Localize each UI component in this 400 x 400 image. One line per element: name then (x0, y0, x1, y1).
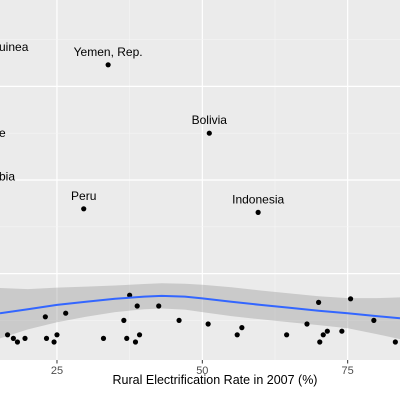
data-point (134, 303, 140, 309)
data-point (121, 317, 127, 323)
data-point (136, 332, 143, 338)
data-point (132, 339, 139, 345)
point-label-clipped: bia (0, 169, 15, 183)
data-point (320, 332, 326, 338)
smooth-line (0, 294, 400, 320)
data-point (100, 335, 107, 341)
data-point (339, 328, 345, 334)
data-point (51, 339, 57, 345)
point-label-clipped: uinea (0, 40, 29, 54)
point-label: Indonesia (232, 192, 284, 206)
data-point (54, 332, 60, 338)
point-label: Peru (71, 189, 96, 203)
data-point (176, 317, 182, 323)
labeled-data-point (81, 206, 87, 212)
point-label: Yemen, Rep. (74, 45, 143, 59)
confidence-band (0, 283, 400, 340)
data-point (239, 325, 245, 331)
data-point (304, 321, 310, 327)
point-label-clipped: e (0, 126, 6, 140)
data-point (347, 296, 354, 302)
data-point (63, 310, 69, 316)
data-point (156, 303, 162, 309)
data-point (42, 314, 48, 320)
labeled-data-point (105, 62, 111, 68)
data-point (10, 335, 16, 341)
data-point (14, 339, 21, 345)
smooth-trend-line (0, 294, 400, 320)
labeled-data-point (255, 209, 261, 215)
data-point (127, 292, 133, 298)
data-point (43, 335, 50, 341)
point-label: Bolivia (192, 113, 228, 127)
data-point (4, 332, 11, 338)
data-point (124, 335, 130, 341)
labeled-data-point (206, 130, 212, 136)
data-point (392, 339, 398, 345)
point-labels: Yemen, Rep. Bolivia Peru Indonesia uinea e bia (0, 40, 284, 207)
data-point (317, 339, 323, 345)
data-point (284, 332, 290, 338)
data-point (205, 321, 211, 327)
data-point (316, 299, 322, 305)
x-axis: 25 50 75 (51, 360, 354, 377)
data-point (371, 317, 377, 323)
confidence-band-area (0, 283, 400, 340)
x-tick-label: 25 (51, 365, 63, 377)
x-tick-label: 50 (196, 365, 208, 377)
data-point (324, 328, 330, 334)
data-points (4, 62, 398, 345)
data-point (22, 335, 28, 341)
x-axis-title: Rural Electrification Rate in 2007 (%) (113, 373, 318, 387)
grid-lines (0, 0, 400, 360)
data-point (234, 332, 240, 338)
x-tick-label: 75 (342, 365, 354, 377)
